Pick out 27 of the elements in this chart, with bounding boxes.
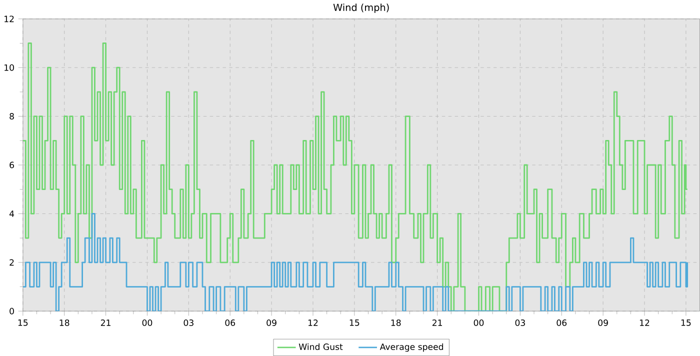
x-tick-label: 00 xyxy=(142,319,152,326)
x-tick-label: 09 xyxy=(598,319,608,326)
x-tick-label: 18 xyxy=(60,319,70,326)
y-tick-label: 10 xyxy=(4,64,14,71)
x-tick-label: 06 xyxy=(556,319,567,326)
x-tick-label: 21 xyxy=(100,319,110,326)
y-tick-label: 2 xyxy=(10,259,14,266)
x-tick-label: 09 xyxy=(266,319,276,326)
x-tick-label: 03 xyxy=(184,319,194,326)
x-tick-label: 15 xyxy=(681,319,691,326)
x-tick-label: 12 xyxy=(308,319,318,326)
x-tick-label: 15 xyxy=(18,319,28,326)
x-tick-label: 18 xyxy=(391,319,401,326)
x-tick-label: 03 xyxy=(515,319,525,326)
y-tick-label: 12 xyxy=(4,16,14,22)
legend-label: Wind Gust xyxy=(298,343,343,350)
y-tick-label: 4 xyxy=(9,210,14,217)
chart-title: Wind (mph) xyxy=(333,4,389,13)
y-tick-label: 0 xyxy=(10,308,14,314)
x-tick-label: 21 xyxy=(432,319,442,326)
x-tick-label: 15 xyxy=(350,319,360,326)
y-tick-label: 8 xyxy=(10,113,14,120)
y-tick-label: 6 xyxy=(10,162,14,168)
x-tick-label: 12 xyxy=(640,319,650,326)
x-tick-label: 06 xyxy=(225,319,236,326)
x-tick-label: 00 xyxy=(474,319,484,326)
legend-label: Average speed xyxy=(380,343,444,352)
